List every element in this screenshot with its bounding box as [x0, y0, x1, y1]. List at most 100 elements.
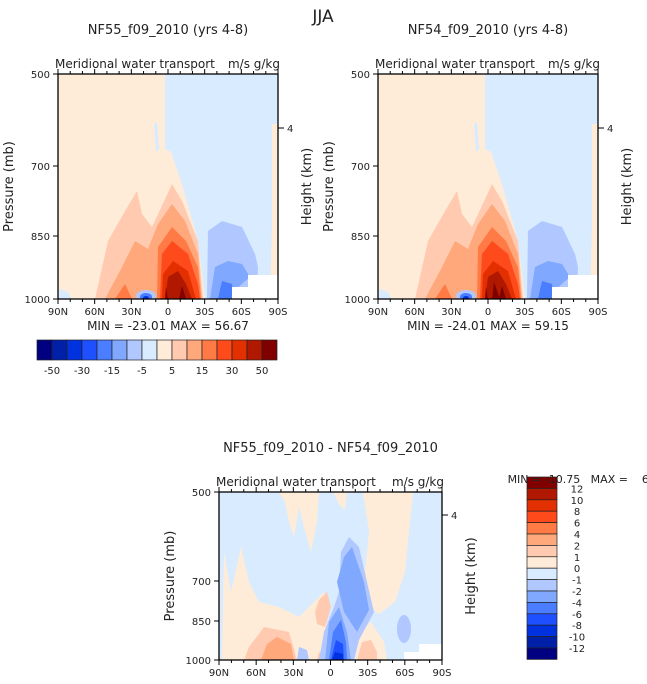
- y-axis-label-right: Height (km): [620, 148, 635, 225]
- figure-title: JJA: [311, 7, 334, 27]
- colorbar-swatch: [261, 339, 278, 361]
- colorbar-swatch: [156, 339, 173, 361]
- plot-title: NF55_f09_2010 (yrs 4-8): [88, 23, 248, 38]
- colorbar-swatch: [526, 533, 558, 546]
- colorbar-label: 5: [169, 366, 175, 377]
- colorbar-swatch: [141, 339, 158, 361]
- colorbar-swatch: [81, 339, 98, 361]
- colorbar-swatch: [526, 579, 558, 592]
- colorbar-label: 50: [256, 366, 269, 377]
- colorbar-label: -12: [569, 644, 585, 655]
- colorbar-label: 1: [574, 553, 580, 564]
- y-tick-label: 700: [31, 162, 50, 173]
- diff-min-max: MIN = -10.75 MAX = 6.00: [508, 473, 647, 486]
- colorbar-swatch: [526, 613, 558, 626]
- x-tick-label: 90S: [588, 307, 607, 318]
- height-tick-label: 4: [607, 124, 613, 135]
- x-tick-label: 60S: [232, 307, 251, 318]
- x-tick-label: 30N: [283, 668, 303, 679]
- y-tick-label: 850: [192, 617, 211, 628]
- x-tick-label: 0: [327, 668, 333, 679]
- colorbar-swatch: [526, 590, 558, 603]
- colorbar-label: 12: [571, 484, 584, 495]
- plot-nf54: NF54_f09_2010 (yrs 4-8) Meridional water …: [322, 23, 635, 333]
- x-tick-label: 30S: [195, 307, 214, 318]
- colorbar-label: 10: [571, 496, 584, 507]
- colorbar-swatch: [526, 488, 558, 501]
- colorbar-swatch: [526, 636, 558, 649]
- x-tick-label: 60N: [246, 668, 266, 679]
- y-axis-label: Pressure (mb): [2, 141, 17, 232]
- colorbar-label: -10: [569, 633, 585, 644]
- x-tick-label: 30N: [121, 307, 141, 318]
- colorbar-swatch: [126, 339, 143, 361]
- y-tick-label: 1000: [345, 295, 370, 306]
- colorbar-label: -6: [572, 610, 582, 621]
- colorbar-label: -1: [572, 576, 582, 587]
- left-label: Meridional water transport: [216, 475, 376, 489]
- colorbar-swatch: [526, 624, 558, 637]
- y-axis-label: Pressure (mb): [322, 141, 337, 232]
- colorbar-label: -30: [74, 366, 90, 377]
- colorbar-label: -2: [572, 587, 582, 598]
- colorbar-swatch: [216, 339, 233, 361]
- y-tick-label: 850: [351, 232, 370, 243]
- height-tick-label: 4: [287, 124, 293, 135]
- plot-nf55: NF55_f09_2010 (yrs 4-8) Meridional water …: [2, 23, 315, 333]
- colorbar-swatch: [526, 602, 558, 615]
- colorbar-swatch: [526, 647, 558, 660]
- colorbar-swatch: [96, 339, 113, 361]
- colorbar-swatch: [111, 339, 128, 361]
- y-tick-label: 700: [192, 577, 211, 588]
- colorbar-swatch: [201, 339, 218, 361]
- left-label: Meridional water transport: [55, 57, 215, 71]
- colorbar-swatch: [246, 339, 263, 361]
- colorbar-label: 15: [196, 366, 209, 377]
- colorbar-swatch: [526, 556, 558, 569]
- min-max-stats: MIN = -23.01 MAX = 56.67: [87, 319, 249, 333]
- colorbar-swatch: [51, 339, 68, 361]
- y-axis-label-right: Height (km): [300, 148, 315, 225]
- colorbar-label: 0: [574, 564, 580, 575]
- x-tick-label: 60N: [85, 307, 105, 318]
- x-tick-label: 90N: [209, 668, 229, 679]
- x-tick-label: 60S: [552, 307, 571, 318]
- x-tick-label: 30S: [358, 668, 377, 679]
- colorbar-swatch: [526, 522, 558, 535]
- contour-field: [219, 492, 442, 660]
- units-label: m/s g/kg: [548, 57, 600, 71]
- y-tick-label: 500: [31, 70, 50, 81]
- colorbar-label: 2: [574, 541, 580, 552]
- colorbar-label: 8: [574, 507, 580, 518]
- colorbar-label: -50: [44, 366, 60, 377]
- x-tick-label: 60N: [405, 307, 425, 318]
- x-tick-label: 0: [485, 307, 491, 318]
- y-tick-label: 700: [351, 162, 370, 173]
- height-tick-label: 4: [451, 511, 457, 522]
- x-tick-label: 90S: [268, 307, 287, 318]
- colorbar-swatch: [171, 339, 188, 361]
- colorbar-swatch: [186, 339, 203, 361]
- x-tick-label: 90N: [48, 307, 68, 318]
- colorbar-label: -5: [137, 366, 147, 377]
- colorbar-label: 6: [574, 519, 580, 530]
- colorbar-label: 30: [226, 366, 239, 377]
- contour-field: [58, 74, 278, 299]
- colorbar-swatch: [231, 339, 248, 361]
- colorbar-label: -4: [572, 598, 582, 609]
- y-axis-label-right: Height (km): [464, 537, 479, 614]
- colorbar-swatch: [526, 499, 558, 512]
- x-tick-label: 90N: [368, 307, 388, 318]
- units-label: m/s g/kg: [392, 475, 444, 489]
- y-tick-label: 850: [31, 232, 50, 243]
- colorbar-swatch: [526, 545, 558, 558]
- colorbar-label: 4: [574, 530, 580, 541]
- y-axis-label: Pressure (mb): [163, 531, 178, 622]
- x-tick-label: 30N: [441, 307, 461, 318]
- colorbar-main: -50 -30 -15 -5 5 15 30 50: [36, 339, 278, 377]
- contour-field: [378, 74, 598, 299]
- min-max-stats: MIN = -24.01 MAX = 59.15: [407, 319, 569, 333]
